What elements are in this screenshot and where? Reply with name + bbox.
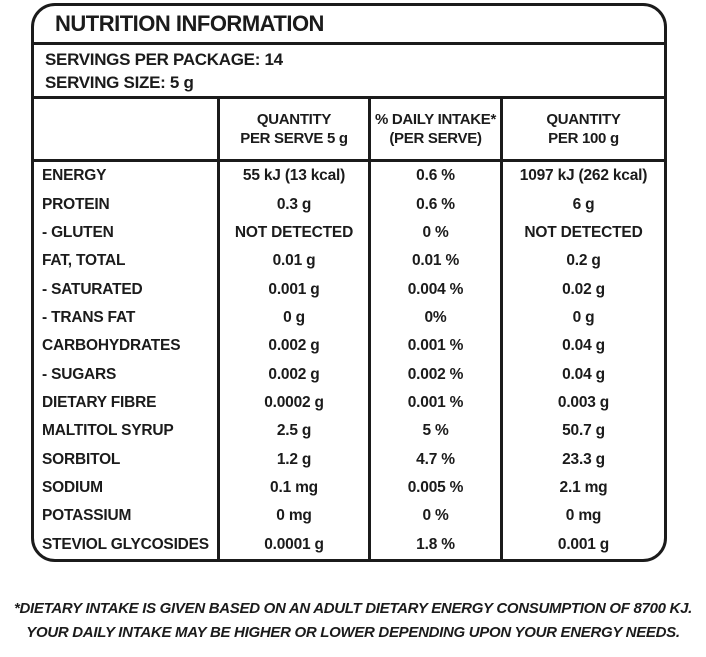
- serving-size: SERVING SIZE: 5 g: [45, 72, 194, 92]
- value-daily-intake: 0.001 %: [368, 388, 500, 418]
- value-daily-intake: 0.6 %: [368, 162, 500, 191]
- nutrition-table-body: ENERGY 55 kJ (13 kcal) 0.6 % 1097 kJ (262 k…: [34, 162, 664, 559]
- value-per-serve: NOT DETECTED: [217, 218, 368, 248]
- nutrient-name: - SATURATED: [42, 280, 143, 298]
- value-per-serve: 0 mg: [217, 502, 368, 531]
- value-per-100g: 0.04 g: [500, 360, 664, 389]
- table-header-row: QUANTITY PER SERVE 5 g % DAILY INTAKE* (…: [34, 99, 664, 162]
- nutrient-name: - GLUTEN: [42, 223, 114, 241]
- value-per-100g: 0 g: [500, 303, 664, 333]
- column-header-blank: [34, 99, 217, 159]
- value-daily-intake: 0.6 %: [368, 190, 500, 219]
- value-per-100g: 6 g: [500, 190, 664, 219]
- nutrient-name: SODIUM: [42, 479, 103, 497]
- value-daily-intake: 0.005 %: [368, 473, 500, 503]
- value-per-100g: 0 mg: [500, 502, 664, 531]
- nutrient-name: - SUGARS: [42, 365, 117, 383]
- value-per-100g: 50.7 g: [500, 417, 664, 446]
- label-title: NUTRITION INFORMATION: [55, 11, 324, 36]
- value-per-serve: 0.0002 g: [217, 388, 368, 418]
- label-title-bar: NUTRITION INFORMATION: [34, 6, 664, 45]
- nutrient-name: STEVIOL GLYCOSIDES: [42, 535, 209, 553]
- value-per-serve: 0.002 g: [217, 360, 368, 389]
- value-daily-intake: 0.002 %: [368, 360, 500, 389]
- nutrient-name: MALTITOL SYRUP: [42, 422, 174, 440]
- column-header-per-100g: QUANTITY PER 100 g: [500, 99, 664, 159]
- value-per-100g: 2.1 mg: [500, 473, 664, 503]
- value-per-serve: 55 kJ (13 kcal): [217, 162, 368, 191]
- dietary-intake-footnote: *DIETARY INTAKE IS GIVEN BASED ON AN ADU…: [0, 597, 706, 645]
- nutrient-name: - TRANS FAT: [42, 308, 136, 326]
- value-per-100g: 0.003 g: [500, 388, 664, 418]
- value-per-100g: 1097 kJ (262 kcal): [500, 162, 664, 191]
- nutrient-name: ENERGY: [42, 167, 107, 185]
- value-daily-intake: 0 %: [368, 502, 500, 531]
- value-per-100g: 0.04 g: [500, 332, 664, 361]
- value-daily-intake: 0%: [368, 303, 500, 333]
- footnote-line-1: *DIETARY INTAKE IS GIVEN BASED ON AN ADU…: [13, 600, 693, 617]
- value-daily-intake: 1.8 %: [368, 530, 500, 559]
- value-per-serve: 0.1 mg: [217, 473, 368, 503]
- value-per-serve: 0.3 g: [217, 190, 368, 219]
- value-per-serve: 1.2 g: [217, 445, 368, 474]
- value-per-100g: 23.3 g: [500, 445, 664, 474]
- nutrient-name: DIETARY FIBRE: [42, 394, 157, 412]
- value-daily-intake: 5 %: [368, 417, 500, 446]
- nutrient-name: PROTEIN: [42, 195, 110, 213]
- value-per-serve: 2.5 g: [217, 417, 368, 446]
- value-per-serve: 0.001 g: [217, 275, 368, 304]
- nutrient-name: FAT, TOTAL: [42, 252, 126, 270]
- nutrient-name: CARBOHYDRATES: [42, 337, 181, 355]
- value-per-100g: 0.02 g: [500, 275, 664, 304]
- value-per-100g: 0.001 g: [500, 530, 664, 559]
- value-per-serve: 0.002 g: [217, 332, 368, 361]
- value-daily-intake: 0.001 %: [368, 332, 500, 361]
- value-per-100g: 0.2 g: [500, 247, 664, 276]
- value-per-serve: 0.01 g: [217, 247, 368, 276]
- column-header-per-serve: QUANTITY PER SERVE 5 g: [217, 99, 368, 159]
- value-daily-intake: 0.004 %: [368, 275, 500, 304]
- value-daily-intake: 4.7 %: [368, 445, 500, 474]
- value-per-serve: 0 g: [217, 303, 368, 333]
- value-per-100g: NOT DETECTED: [500, 218, 664, 248]
- servings-section: SERVINGS PER PACKAGE: 14 SERVING SIZE: 5…: [34, 45, 664, 99]
- servings-per-package: SERVINGS PER PACKAGE: 14: [45, 50, 283, 69]
- nutrient-name: POTASSIUM: [42, 507, 132, 525]
- nutrition-label: NUTRITION INFORMATION SERVINGS PER PACKA…: [31, 3, 667, 562]
- value-per-serve: 0.0001 g: [217, 530, 368, 559]
- value-daily-intake: 0.01 %: [368, 247, 500, 276]
- footnote-line-2: YOUR DAILY INTAKE MAY BE HIGHER OR LOWER…: [26, 624, 680, 641]
- column-header-daily-intake: % DAILY INTAKE* (PER SERVE): [368, 99, 500, 159]
- value-daily-intake: 0 %: [368, 218, 500, 248]
- nutrient-name: SORBITOL: [42, 450, 121, 468]
